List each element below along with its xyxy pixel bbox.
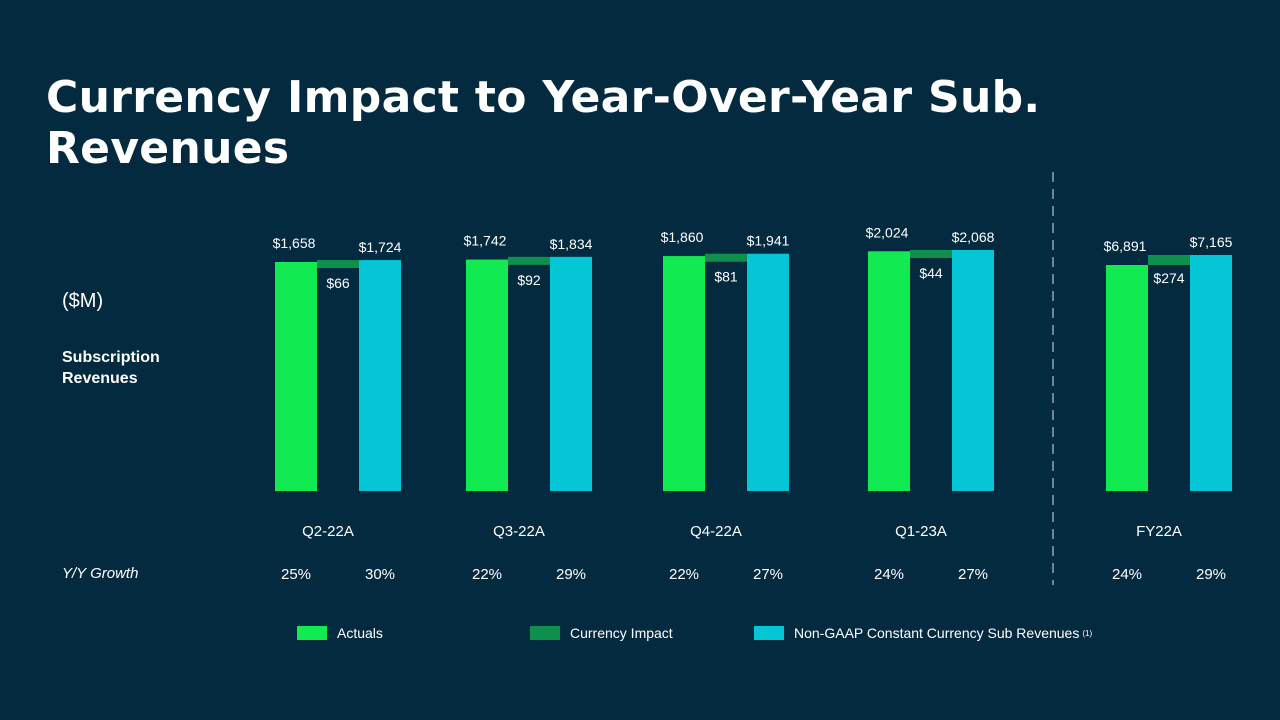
constant-currency-value-label: $1,941 (747, 233, 790, 249)
actuals-bar (663, 256, 705, 491)
legend-item-currency-impact: Currency Impact (530, 625, 673, 641)
currency-impact-bar (1148, 255, 1190, 265)
actuals-growth-label: 22% (669, 566, 699, 583)
currency-impact-value-label: $274 (1153, 270, 1184, 286)
units-label: ($M) (62, 290, 104, 312)
constant-currency-value-label: $1,834 (550, 236, 593, 252)
category-label: Q2-22A (302, 523, 354, 540)
category-label: Q4-22A (690, 523, 742, 540)
legend-swatch-constant-currency (754, 626, 784, 640)
actuals-growth-label: 22% (472, 566, 502, 583)
actuals-bar (275, 262, 317, 491)
category-label: Q1-23A (895, 523, 947, 540)
currency-impact-value-label: $81 (714, 269, 738, 285)
constant-currency-bar (1190, 255, 1232, 491)
constant-currency-bar (359, 260, 401, 491)
legend-item-actuals: Actuals (297, 625, 383, 641)
legend-swatch-currency-impact (530, 626, 560, 640)
actuals-value-label: $6,891 (1104, 238, 1147, 254)
legend-swatch-actuals (297, 626, 327, 640)
page-title: Currency Impact to Year-Over-Year Sub. R… (46, 72, 1041, 174)
actuals-growth-label: 24% (1112, 566, 1142, 583)
legend-item-constant-currency: Non-GAAP Constant Currency Sub Revenues … (754, 625, 1092, 641)
currency-impact-bar (705, 253, 747, 262)
actuals-value-label: $1,658 (273, 235, 316, 251)
category-label: Q3-22A (493, 523, 545, 540)
actuals-value-label: $1,860 (661, 229, 704, 245)
constant-currency-value-label: $1,724 (359, 239, 402, 255)
legend-label-currency-impact: Currency Impact (570, 625, 673, 641)
legend-label-constant-currency: Non-GAAP Constant Currency Sub Revenues (794, 625, 1080, 641)
actuals-bar (868, 251, 910, 491)
legend-label-actuals: Actuals (337, 625, 383, 641)
growth-row-label: Y/Y Growth (62, 565, 139, 582)
series-label: Subscription Revenues (62, 349, 160, 387)
constant-currency-growth-label: 30% (365, 566, 395, 583)
constant-currency-bar (747, 253, 789, 491)
currency-impact-value-label: $92 (517, 272, 541, 288)
constant-currency-growth-label: 27% (958, 566, 988, 583)
currency-impact-value-label: $44 (919, 265, 943, 281)
actuals-value-label: $1,742 (464, 233, 507, 249)
constant-currency-growth-label: 27% (753, 566, 783, 583)
legend-footnote-marker: (1) (1082, 628, 1093, 638)
constant-currency-growth-label: 29% (556, 566, 586, 583)
constant-currency-bar (550, 256, 592, 491)
actuals-growth-label: 25% (281, 566, 311, 583)
chart-legend: Actuals Currency Impact Non-GAAP Constan… (0, 625, 1280, 645)
actuals-value-label: $2,024 (866, 224, 909, 240)
currency-impact-bar (910, 250, 952, 258)
currency-impact-bar (508, 256, 550, 265)
currency-impact-value-label: $66 (326, 275, 350, 291)
currency-impact-bar (317, 260, 359, 269)
actuals-bar (466, 259, 508, 491)
constant-currency-value-label: $7,165 (1190, 234, 1233, 250)
actuals-bar (1106, 265, 1148, 491)
constant-currency-growth-label: 29% (1196, 566, 1226, 583)
constant-currency-value-label: $2,068 (952, 229, 995, 245)
constant-currency-bar (952, 250, 994, 491)
actuals-growth-label: 24% (874, 566, 904, 583)
category-label: FY22A (1136, 523, 1182, 540)
